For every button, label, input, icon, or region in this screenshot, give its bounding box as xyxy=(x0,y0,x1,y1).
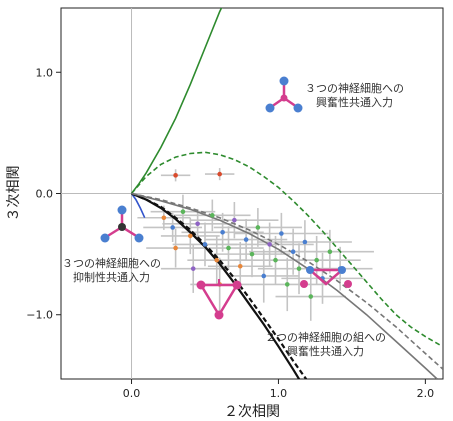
annotation-excitatory-three: ３つの神経細胞への 興奮性共通入力 xyxy=(305,82,404,110)
motif-pair-excitatory-icon xyxy=(196,279,242,320)
annotation-inhibitory-three: ３つの神経細胞への 抑制性共通入力 xyxy=(62,257,161,285)
annotation-line: 興奮性共通入力 xyxy=(316,96,393,109)
model-curve-6 xyxy=(131,192,443,370)
x-tick-label: 2.0 xyxy=(417,387,435,400)
data-point xyxy=(232,217,237,223)
data-point xyxy=(284,282,290,287)
data-point xyxy=(170,225,175,230)
data-point xyxy=(290,249,296,254)
x-tick-label: 1.0 xyxy=(270,387,288,400)
data-point xyxy=(249,251,255,257)
data-point xyxy=(296,266,302,271)
axes: 0.0 1.0 2.0 1.0 0.0 −1.0 ２次相関 ３次相関 xyxy=(6,66,434,420)
data-point xyxy=(187,233,193,239)
y-tick-label: −1.0 xyxy=(26,309,53,322)
model-curve-1 xyxy=(130,151,441,346)
annotation-line: 興奮性共通入力 xyxy=(287,345,364,358)
annotation-line: 抑制性共通入力 xyxy=(73,271,150,284)
y-tick-label: 1.0 xyxy=(36,66,54,79)
annotation-line: ２つの神経細胞の組への xyxy=(265,331,386,344)
data-point xyxy=(267,242,272,247)
x-tick-label: 0.0 xyxy=(123,387,141,400)
data-point xyxy=(180,209,186,214)
data-point xyxy=(214,257,220,263)
data-point xyxy=(161,215,167,221)
y-axis-label: ３次相関 xyxy=(6,166,22,222)
data-point xyxy=(255,225,261,230)
data-point xyxy=(190,266,196,271)
motif-inhibitory-three-icon xyxy=(100,205,144,243)
data-point xyxy=(210,213,215,218)
data-point xyxy=(308,294,314,299)
data-point xyxy=(202,242,208,247)
data-point xyxy=(261,273,267,279)
model-curves xyxy=(130,8,443,379)
x-axis-label: ２次相関 xyxy=(224,404,280,420)
data-point xyxy=(226,245,231,251)
data-point xyxy=(195,221,200,227)
model-curve-4 xyxy=(131,192,308,379)
data-point xyxy=(273,257,278,263)
data-point xyxy=(243,237,249,242)
motif-excitatory-three-icon xyxy=(265,76,303,113)
data-point xyxy=(173,173,178,178)
annotation-line: ３つの神経細胞への xyxy=(305,82,404,95)
motif-pair-excitatory-small-icon xyxy=(300,266,352,288)
model-curve-2 xyxy=(130,193,146,219)
data-point xyxy=(237,263,243,269)
annotation-pair-excitatory: ２つの神経細胞の組への 興奮性共通入力 xyxy=(265,331,386,359)
model-curve-5 xyxy=(131,192,438,379)
annotation-line: ３つの神経細胞への xyxy=(62,257,161,270)
y-tick-label: 0.0 xyxy=(36,188,54,201)
data-point xyxy=(220,229,225,235)
data-point xyxy=(279,231,284,236)
data-point xyxy=(302,239,308,245)
data-point xyxy=(327,249,333,254)
model-curve-0 xyxy=(130,8,223,194)
data-point xyxy=(173,245,178,251)
data-point xyxy=(217,171,222,177)
data-point xyxy=(314,257,319,263)
